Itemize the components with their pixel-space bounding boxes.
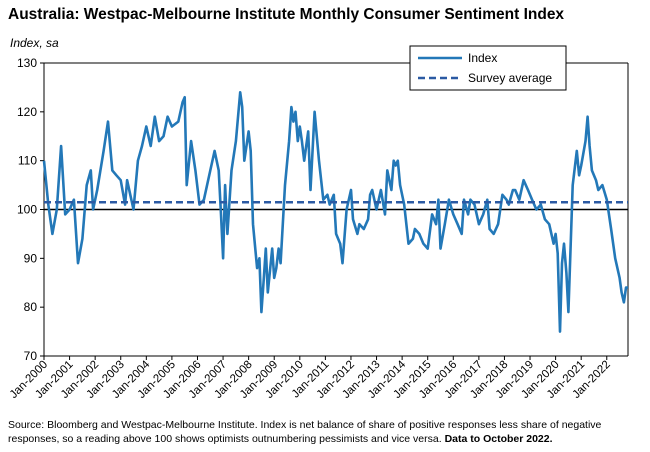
y-tick-label: 80 bbox=[24, 300, 38, 314]
y-tick-label: 120 bbox=[17, 105, 37, 119]
source-text: Source: Bloomberg and Westpac-Melbourne … bbox=[8, 419, 602, 445]
source-note: Source: Bloomberg and Westpac-Melbourne … bbox=[8, 418, 644, 446]
series-index bbox=[42, 91, 628, 333]
y-tick-label: 100 bbox=[17, 203, 37, 217]
y-axis-label: Index, sa bbox=[10, 36, 59, 50]
legend-label-survey-average: Survey average bbox=[468, 71, 552, 85]
y-ticks: 70 80 90 100 110 120 130 bbox=[17, 56, 44, 363]
legend: Index Survey average bbox=[409, 45, 567, 91]
legend-box bbox=[409, 45, 567, 91]
legend-label-index: Index bbox=[468, 51, 497, 65]
y-tick-label: 70 bbox=[24, 349, 38, 363]
y-tick-label: 110 bbox=[18, 154, 37, 168]
chart-title: Australia: Westpac-Melbourne Institute M… bbox=[8, 6, 565, 23]
y-tick-label: 90 bbox=[24, 251, 38, 265]
x-ticks: Jan-2000Jan-2001Jan-2002Jan-2003Jan-2004… bbox=[8, 356, 613, 401]
y-tick-label: 130 bbox=[17, 56, 37, 70]
series-layer bbox=[42, 91, 628, 333]
source-data-date: Data to October 2022. bbox=[444, 433, 553, 445]
